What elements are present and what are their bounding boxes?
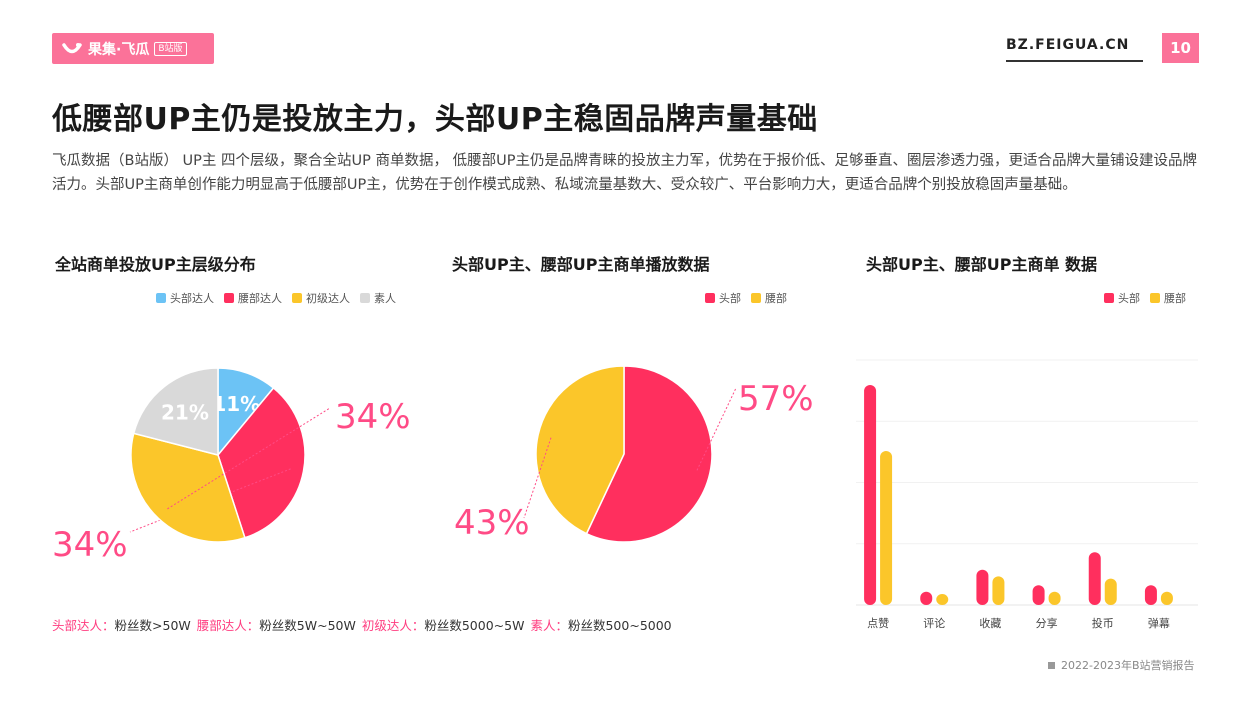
logo-text: 果集·飞瓜 bbox=[88, 41, 150, 58]
chart3-title: 头部UP主、腰部UP主商单 数据 bbox=[866, 255, 1098, 274]
pie-label: 34% bbox=[335, 397, 411, 437]
x-tick-label: 分享 bbox=[1036, 616, 1058, 630]
legend-label: 头部 bbox=[719, 292, 741, 305]
bar bbox=[1048, 591, 1061, 605]
legend-item: 头部达人 bbox=[156, 290, 214, 306]
chart3-legend: 头部 腰部 bbox=[1104, 290, 1186, 306]
source-note: 2022-2023年B站营销报告 bbox=[1048, 657, 1195, 673]
site-underline bbox=[1006, 60, 1143, 62]
bar bbox=[1032, 585, 1045, 605]
footnote-key: 素人： bbox=[530, 618, 568, 633]
legend-label: 头部达人 bbox=[170, 292, 214, 305]
legend-swatch bbox=[292, 293, 302, 303]
page-title: 低腰部UP主仍是投放主力，头部UP主稳固品牌声量基础 bbox=[52, 102, 818, 137]
footnote-value: 粉丝数>50W bbox=[114, 618, 191, 633]
pie-slice bbox=[130, 432, 246, 543]
square-icon bbox=[1048, 661, 1055, 669]
x-tick-label: 收藏 bbox=[979, 616, 1001, 630]
legend-label: 头部 bbox=[1118, 292, 1140, 305]
pie-label: 43% bbox=[454, 503, 530, 543]
bar bbox=[976, 569, 989, 605]
page-number: 10 bbox=[1162, 33, 1199, 63]
legend-swatch bbox=[1104, 293, 1114, 303]
chart1-title: 全站商单投放UP主层级分布 bbox=[55, 255, 256, 274]
legend-label: 腰部达人 bbox=[238, 292, 282, 305]
bar bbox=[1104, 578, 1117, 605]
legend-item: 素人 bbox=[360, 290, 396, 306]
legend-swatch bbox=[705, 293, 715, 303]
bar bbox=[992, 576, 1005, 605]
footnote-item: 腰部达人：粉丝数5W~50W bbox=[197, 615, 356, 634]
bar bbox=[1144, 585, 1157, 605]
legend-item: 腰部 bbox=[1150, 290, 1186, 306]
pie-slice bbox=[132, 367, 219, 456]
site-url[interactable]: BZ.FEIGUA.CN bbox=[1006, 37, 1130, 53]
pie-slice bbox=[217, 386, 306, 539]
legend-label: 初级达人 bbox=[306, 292, 350, 305]
bar bbox=[880, 451, 893, 605]
x-tick-label: 评论 bbox=[923, 616, 945, 630]
legend-swatch bbox=[751, 293, 761, 303]
chart2-pie: 57% 43% bbox=[454, 365, 814, 543]
legend-item: 初级达人 bbox=[292, 290, 350, 306]
pie-label: 57% bbox=[738, 379, 814, 419]
brand-logo: 果集·飞瓜 B站版 bbox=[52, 33, 214, 64]
pie-leader-line bbox=[696, 387, 737, 471]
legend-swatch bbox=[1150, 293, 1160, 303]
pie-slice bbox=[535, 365, 625, 535]
footnote-key: 头部达人： bbox=[52, 618, 115, 633]
footnote-value: 粉丝数500~5000 bbox=[567, 618, 672, 633]
legend-item: 腰部 bbox=[751, 290, 787, 306]
legend-label: 素人 bbox=[374, 292, 396, 305]
bar bbox=[864, 385, 877, 605]
chart1-legend: 头部达人 腰部达人 初级达人 素人 bbox=[156, 290, 396, 306]
legend-item: 头部 bbox=[1104, 290, 1140, 306]
tier-footnote: 头部达人：粉丝数>50W 腰部达人：粉丝数5W~50W 初级达人：粉丝数5000~5… bbox=[52, 615, 672, 634]
footnote-item: 素人：粉丝数500~5000 bbox=[530, 615, 671, 634]
bar bbox=[1160, 591, 1173, 605]
pie-label: 11% bbox=[212, 392, 260, 416]
intro-paragraph: 飞瓜数据（B站版） UP主 四个层级，聚合全站UP 商单数据， 低腰部UP主仍是… bbox=[52, 153, 1197, 193]
x-tick-label: 投币 bbox=[1092, 616, 1114, 630]
chart2-title: 头部UP主、腰部UP主商单播放数据 bbox=[452, 255, 710, 274]
smile-logo-icon bbox=[62, 42, 82, 53]
chart3-bar: 点赞 评论 收藏 分享 投币 弹幕 bbox=[856, 359, 1198, 630]
pie-label: 34% bbox=[52, 525, 128, 565]
legend-swatch bbox=[360, 293, 370, 303]
footnote-key: 腰部达人： bbox=[196, 618, 260, 633]
footnote-item: 头部达人：粉丝数>50W bbox=[52, 615, 191, 634]
legend-swatch bbox=[224, 293, 234, 303]
chart1-pie: 11% 34% 34% 21% bbox=[52, 367, 411, 565]
source-text: 2022-2023年B站营销报告 bbox=[1061, 659, 1195, 672]
footnote-item: 初级达人：粉丝数5000~5W bbox=[362, 615, 525, 634]
footnote-value: 粉丝数5W~50W bbox=[259, 618, 356, 633]
legend-item: 腰部达人 bbox=[224, 290, 282, 306]
pie-label: 21% bbox=[161, 400, 209, 424]
bar bbox=[920, 591, 933, 605]
bar bbox=[1088, 552, 1101, 605]
footnote-value: 粉丝数5000~5W bbox=[424, 618, 525, 633]
x-tick-label: 点赞 bbox=[867, 617, 889, 630]
legend-swatch bbox=[156, 293, 166, 303]
x-tick-label: 弹幕 bbox=[1148, 616, 1170, 630]
logo-badge: B站版 bbox=[154, 41, 187, 56]
chart2-legend: 头部 腰部 bbox=[705, 290, 787, 306]
legend-item: 头部 bbox=[705, 290, 741, 306]
bar bbox=[936, 594, 949, 605]
pie-slice bbox=[585, 365, 713, 543]
footnote-key: 初级达人： bbox=[361, 618, 425, 633]
pie-leader-line bbox=[129, 468, 291, 533]
legend-label: 腰部 bbox=[765, 292, 787, 305]
legend-label: 腰部 bbox=[1164, 292, 1186, 305]
